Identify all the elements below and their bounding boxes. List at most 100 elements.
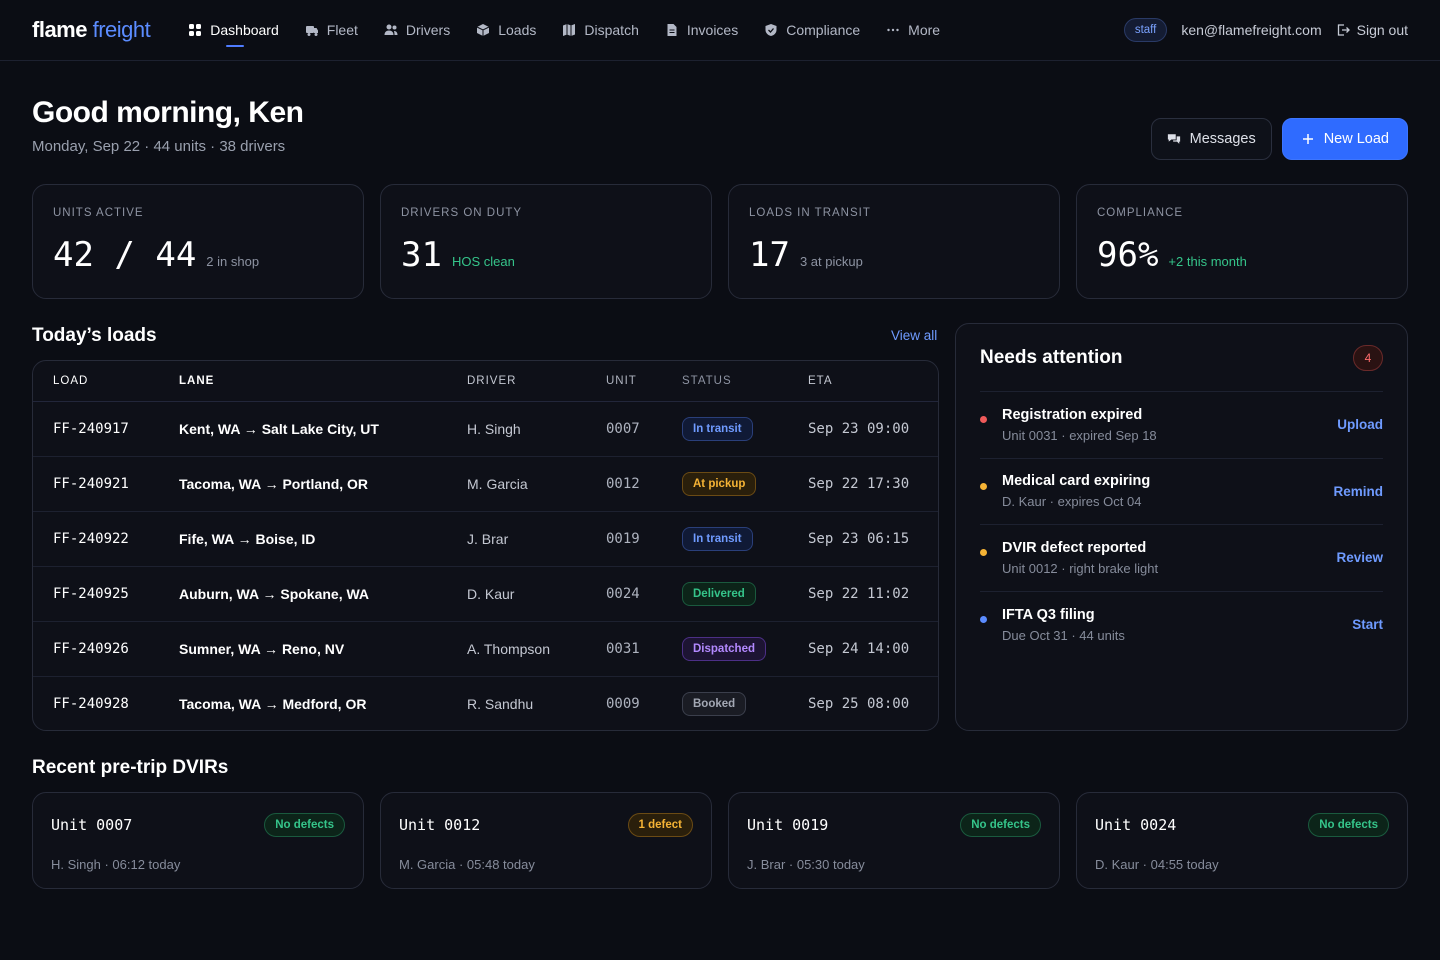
defect-badge: 1 defect [627,813,693,837]
nav-label: Compliance [786,22,861,38]
load-lane: Tacoma, WA → Portland, OR [179,456,467,512]
load-unit: 0007 [606,401,682,457]
load-eta: Sep 23 06:15 [808,511,938,567]
stat-label: COMPLIANCE [1097,207,1184,219]
table-row[interactable]: FF-240928 Tacoma, WA → Medford, OR R. Sa… [33,676,938,730]
dvir-meta: M. Garcia · 05:48 today [399,857,535,872]
dvir-card[interactable]: Unit 0019 No defects J. Brar · 05:30 tod… [728,792,1060,889]
user-email[interactable]: ken@flamefreight.com [1181,22,1322,38]
col-unit[interactable]: UNIT [606,361,682,402]
status-badge: Delivered [682,581,756,606]
dvir-card[interactable]: Unit 0012 1 defect M. Garcia · 05:48 tod… [380,792,712,889]
sign-out-icon [1336,23,1350,37]
load-unit: 0024 [606,566,682,622]
load-id[interactable]: FF-240926 [33,621,179,677]
shield-icon [764,23,778,37]
stat-value: 31 [401,235,442,275]
sign-out-button[interactable]: Sign out [1336,22,1408,38]
box-icon [476,23,490,37]
ellipsis-icon [886,23,900,37]
table-row[interactable]: FF-240921 Tacoma, WA → Portland, OR M. G… [33,456,938,512]
severity-dot-icon [980,482,987,490]
severity-dot-icon [980,549,987,557]
new-load-label: New Load [1323,131,1389,147]
loads-table: LOAD LANE DRIVER UNIT STATUS ETA FF-2409… [32,360,939,731]
start-action[interactable]: Start [1352,617,1383,633]
main-nav: Dashboard Fleet Drivers Loads Dispatch I… [188,0,940,61]
attention-item-title: Registration expired [1002,406,1143,423]
brand-logo[interactable]: flame freight [32,17,151,43]
defect-badge: No defects [1308,813,1389,837]
defect-badge: No defects [960,813,1041,837]
load-id[interactable]: FF-240922 [33,511,179,567]
messages-button[interactable]: Messages [1150,118,1272,160]
page-subtitle: Monday, Sep 22 · 44 units · 38 drivers [32,138,286,155]
stat-sub: 3 at pickup [799,254,863,269]
load-lane: Tacoma, WA → Medford, OR [179,695,367,712]
nav-item-dashboard[interactable]: Dashboard [188,0,279,61]
col-lane[interactable]: LANE [179,361,467,402]
defect-badge: No defects [264,813,345,837]
table-row[interactable]: FF-240917 Kent, WA → Salt Lake City, UT … [33,401,938,457]
brand-accent: freight [92,17,151,42]
messages-label: Messages [1189,131,1256,147]
load-id[interactable]: FF-240928 [53,695,129,712]
dvir-meta: D. Kaur · 04:55 today [1095,857,1219,872]
stat-cards: UNITS ACTIVE 42 / 44 2 in shop DRIVERS O… [32,184,1408,299]
dvir-unit: Unit 0019 [747,816,829,834]
upload-action[interactable]: Upload [1337,417,1383,433]
dvir-card[interactable]: Unit 0007 No defects H. Singh · 06:12 to… [32,792,364,889]
load-driver: J. Brar [467,511,606,567]
nav-label: Dispatch [584,22,639,38]
nav-item-compliance[interactable]: Compliance [764,0,860,61]
attention-item: DVIR defect reported Unit 0012 · right b… [980,525,1383,592]
new-load-button[interactable]: New Load [1281,118,1408,160]
greeting: Good morning, Ken Monday, Sep 22 · 44 un… [32,96,304,155]
attention-item-sub: D. Kaur · expires Oct 04 [1002,494,1142,510]
remind-action[interactable]: Remind [1333,483,1383,499]
load-driver: M. Garcia [467,456,606,512]
load-id[interactable]: FF-240925 [33,566,179,622]
table-row[interactable]: FF-240922 Fife, WA → Boise, ID J. Brar 0… [33,511,938,567]
load-id[interactable]: FF-240921 [33,456,179,512]
load-driver: A. Thompson [467,621,606,677]
stat-card-drivers: DRIVERS ON DUTY 31 HOS clean [380,184,712,299]
brand-name: flame [32,17,87,42]
attention-item-title: IFTA Q3 filing [1002,606,1095,623]
role-badge: staff [1123,18,1168,42]
chat-icon [1167,132,1181,146]
stat-card-compliance: COMPLIANCE 96% +2 this month [1076,184,1408,299]
load-eta: Sep 24 14:00 [808,621,938,677]
attention-item: Medical card expiring D. Kaur · expires … [980,459,1383,525]
nav-item-invoices[interactable]: Invoices [665,0,738,61]
nav-item-dispatch[interactable]: Dispatch [562,0,639,61]
load-eta: Sep 22 11:02 [808,566,938,622]
table-row[interactable]: FF-240926 Sumner, WA → Reno, NV A. Thomp… [33,621,938,677]
attention-item: Registration expired Unit 0031 · expired… [980,392,1383,459]
table-row[interactable]: FF-240925 Auburn, WA → Spokane, WA D. Ka… [33,566,938,622]
load-id[interactable]: FF-240917 [33,401,179,457]
col-load[interactable]: LOAD [33,361,179,402]
nav-item-loads[interactable]: Loads [476,0,536,61]
dvir-meta: J. Brar · 05:30 today [747,857,865,872]
needs-attention-panel: Needs attention 4 Registration expired U… [955,323,1408,731]
col-status[interactable]: STATUS [682,361,808,402]
loads-title: Today’s loads [32,325,157,346]
top-nav: flame freight Dashboard Fleet Drivers Lo… [0,0,1440,61]
dvir-card[interactable]: Unit 0024 No defects D. Kaur · 04:55 tod… [1076,792,1408,889]
dvir-cards: Unit 0007 No defects H. Singh · 06:12 to… [32,792,1408,889]
attention-item-title: Medical card expiring [1002,473,1151,490]
severity-dot-icon [980,416,987,424]
col-eta[interactable]: ETA [808,361,938,402]
nav-item-drivers[interactable]: Drivers [384,0,450,61]
col-driver[interactable]: DRIVER [467,361,606,402]
account-area: staff ken@flamefreight.com Sign out [1123,18,1408,42]
load-lane: Auburn, WA → Spokane, WA [179,566,467,622]
page-actions: Messages New Load [1150,118,1408,160]
nav-item-more[interactable]: More [886,0,940,61]
view-all-link[interactable]: View all [891,328,938,343]
load-unit: 0031 [606,621,682,677]
nav-label: Invoices [686,22,739,38]
review-action[interactable]: Review [1336,550,1383,566]
nav-item-fleet[interactable]: Fleet [305,0,358,61]
